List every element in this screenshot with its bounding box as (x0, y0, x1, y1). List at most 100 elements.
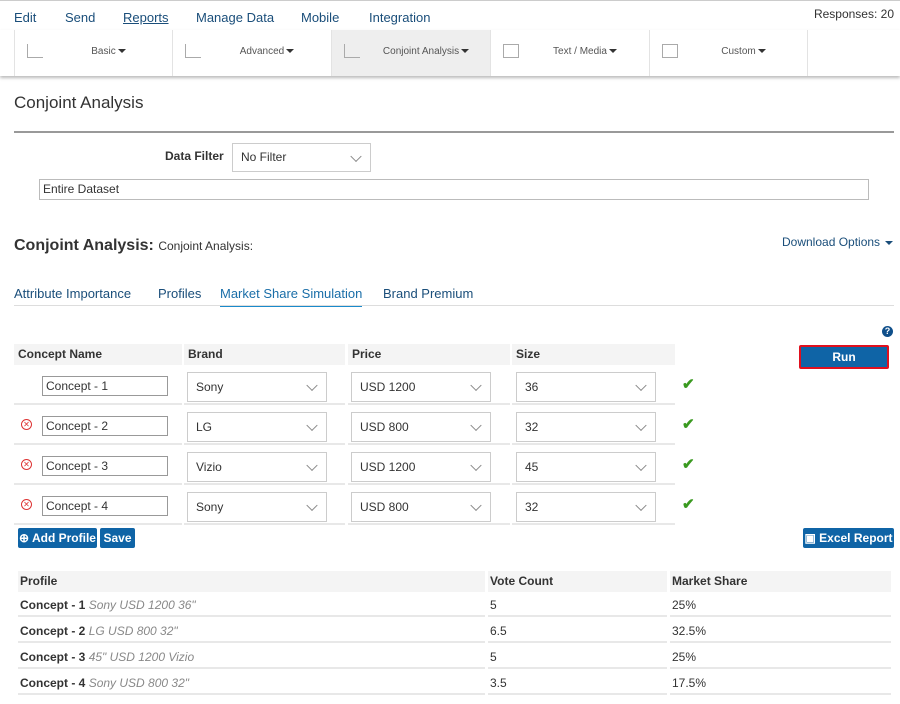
brand-select[interactable]: Vizio (187, 452, 327, 482)
tab-attribute-importance[interactable]: Attribute Importance (14, 286, 132, 301)
results-header-market-share: Market Share (670, 571, 891, 592)
brand-select[interactable]: LG (187, 412, 327, 442)
profile-description: LG USD 800 32" (88, 624, 178, 638)
brand-select[interactable]: Sony (187, 372, 327, 402)
concept-name-input[interactable]: Concept - 3 (42, 456, 168, 476)
run-simulation-button[interactable]: Run Simulation (799, 345, 889, 384)
result-market-share: 17.5% (670, 671, 891, 695)
toolbar-custom[interactable]: Custom (649, 30, 808, 76)
caret-down-icon (608, 49, 617, 54)
data-filter-select[interactable]: No Filter (232, 143, 371, 172)
nav-mobile[interactable]: Mobile (301, 10, 340, 25)
check-icon: ✔ (682, 376, 695, 393)
download-options[interactable]: Download Options (782, 235, 894, 249)
row-divider (348, 403, 510, 405)
profile-description: Sony USD 800 32" (88, 676, 190, 690)
concept-name-input[interactable]: Concept - 1 (42, 376, 168, 396)
chevron-down-icon (470, 419, 482, 432)
save-button[interactable]: Save (100, 528, 135, 548)
chevron-down-icon (470, 499, 482, 512)
caret-down-icon (286, 49, 295, 54)
chevron-down-icon (470, 379, 482, 392)
row-divider (348, 483, 510, 485)
price-select[interactable]: USD 800 (351, 412, 491, 442)
toolbar-conjoint-analysis[interactable]: Conjoint Analysis (331, 30, 490, 76)
remove-row-icon[interactable]: ✕ (21, 419, 32, 430)
row-divider (348, 443, 510, 445)
toolbar-label: Text / Media (553, 46, 607, 57)
divider (14, 131, 894, 133)
size-select[interactable]: 36 (516, 372, 656, 402)
brand-select[interactable]: Sony (187, 492, 327, 522)
profile-name: Concept - 1 (20, 598, 86, 612)
check-icon: ✔ (682, 496, 695, 513)
profile-name: Concept - 4 (20, 676, 86, 690)
caret-down-icon (117, 49, 126, 54)
row-divider (184, 523, 345, 525)
row-divider (512, 523, 675, 525)
line-chart-icon (27, 44, 43, 58)
size-value: 32 (525, 500, 539, 514)
section-subtitle: Conjoint Analysis: (158, 239, 254, 253)
profile-name: Concept - 3 (20, 650, 86, 664)
toolbar-text-media[interactable]: Text / Media (490, 30, 649, 76)
price-value: USD 800 (360, 420, 409, 434)
nav-send[interactable]: Send (65, 10, 96, 25)
chevron-down-icon (470, 459, 482, 472)
check-icon: ✔ (682, 416, 695, 433)
chevron-down-icon (306, 459, 318, 472)
help-icon[interactable]: ? (882, 326, 893, 337)
excel-report-button[interactable]: ▣ Excel Report (803, 528, 894, 548)
tab-market-share-simulation[interactable]: Market Share Simulation (220, 286, 363, 307)
chevron-down-icon (635, 459, 647, 472)
download-options-label: Download Options (782, 235, 881, 249)
row-divider (14, 523, 182, 525)
responses-count: Responses: 20 (813, 7, 894, 21)
toolbar-label: Advanced (239, 46, 285, 57)
remove-row-icon[interactable]: ✕ (21, 459, 32, 470)
size-select[interactable]: 32 (516, 492, 656, 522)
nav-integration[interactable]: Integration (369, 10, 431, 25)
toolbar-label: Basic (91, 46, 116, 57)
custom-report-icon (662, 44, 678, 58)
report-toolbar: Basic Advanced Conjoint Analysis Text / … (0, 30, 900, 76)
tab-brand-premium[interactable]: Brand Premium (383, 286, 474, 301)
result-vote-count: 6.5 (488, 619, 667, 643)
row-divider (184, 403, 345, 405)
price-select[interactable]: USD 1200 (351, 372, 491, 402)
tab-profiles[interactable]: Profiles (158, 286, 202, 301)
chevron-down-icon (635, 379, 647, 392)
toolbar-basic[interactable]: Basic (14, 30, 172, 76)
size-value: 32 (525, 420, 539, 434)
price-select[interactable]: USD 800 (351, 492, 491, 522)
size-select[interactable]: 45 (516, 452, 656, 482)
top-nav: Edit Send Reports Manage Data Mobile Int… (0, 0, 900, 30)
nav-edit[interactable]: Edit (14, 10, 37, 25)
price-select[interactable]: USD 1200 (351, 452, 491, 482)
profile-description: Sony USD 1200 36" (88, 598, 196, 612)
add-profile-button[interactable]: ⊕ Add Profile (18, 528, 97, 548)
chevron-down-icon (306, 379, 318, 392)
result-profile: Concept - 1 Sony USD 1200 36" (18, 593, 485, 617)
chevron-down-icon (306, 499, 318, 512)
row-divider (512, 443, 675, 445)
size-value: 36 (525, 380, 539, 394)
concept-name-input[interactable]: Concept - 4 (42, 496, 168, 516)
profile-name: Concept - 2 (20, 624, 86, 638)
concept-name-input[interactable]: Concept - 2 (42, 416, 168, 436)
excel-file-icon: ▣ (804, 531, 816, 545)
result-profile: Concept - 3 45" USD 1200 Vizio (18, 645, 485, 669)
header-brand: Brand (184, 344, 345, 365)
tab-underline (14, 305, 894, 306)
size-select[interactable]: 32 (516, 412, 656, 442)
toolbar-advanced[interactable]: Advanced (172, 30, 331, 76)
data-filter-label: Data Filter (165, 149, 224, 163)
size-value: 45 (525, 460, 539, 474)
remove-row-icon[interactable]: ✕ (21, 499, 32, 510)
nav-manage-data[interactable]: Manage Data (196, 10, 275, 25)
profile-description: 45" USD 1200 Vizio (88, 650, 195, 664)
dataset-display: Entire Dataset (39, 179, 869, 200)
caret-down-icon (885, 240, 894, 245)
nav-reports[interactable]: Reports (123, 10, 169, 25)
price-value: USD 1200 (360, 380, 416, 394)
